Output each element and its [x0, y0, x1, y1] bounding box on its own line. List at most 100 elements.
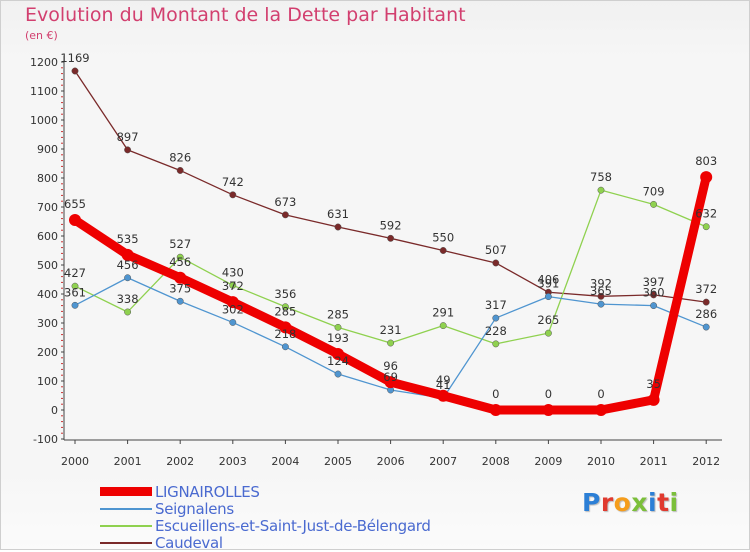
series-layer [69, 67, 713, 416]
data-point [332, 348, 344, 361]
data-point [595, 404, 607, 416]
y-minor-tick [61, 194, 63, 196]
data-label: 372 [222, 279, 244, 293]
y-tick-label: 1000 [30, 114, 58, 127]
y-minor-tick [61, 426, 63, 428]
data-point [69, 214, 81, 227]
data-label: 803 [695, 154, 717, 168]
data-point [334, 223, 342, 231]
data-label: 655 [64, 197, 86, 211]
data-label: 361 [64, 285, 86, 299]
y-tick-label: 100 [37, 375, 58, 388]
data-point [647, 393, 660, 406]
y-minor-tick [61, 229, 63, 231]
data-label: 35 [646, 377, 661, 391]
x-tick-label: 2000 [61, 455, 89, 468]
y-minor-tick [61, 281, 63, 283]
y-minor-tick [61, 415, 63, 417]
data-point [121, 248, 134, 261]
data-point [650, 302, 658, 310]
x-tick-label: 2001 [114, 455, 142, 468]
data-label: 456 [169, 255, 191, 269]
data-point [597, 300, 605, 308]
data-label: 0 [597, 387, 604, 401]
data-label: 397 [643, 275, 665, 289]
data-point [176, 167, 184, 174]
logo-letter: i [669, 488, 679, 517]
x-tick-label: 2003 [219, 455, 247, 468]
y-minor-tick [61, 334, 63, 336]
legend-label: Caudeval [155, 534, 223, 552]
data-label: 550 [432, 231, 454, 245]
data-point [650, 291, 658, 299]
y-minor-tick [61, 357, 63, 359]
data-label: 592 [380, 218, 402, 232]
legend-swatch [100, 525, 152, 527]
y-tick-label: 400 [37, 288, 58, 301]
data-point [71, 282, 79, 290]
y-minor-tick [61, 125, 63, 127]
legend-label: LIGNAIROLLES [155, 483, 260, 501]
data-label: 427 [64, 266, 86, 280]
data-label: 193 [327, 331, 349, 345]
y-minor-tick [61, 310, 63, 312]
y-tick-label: 1200 [30, 56, 58, 69]
x-tick-label: 2012 [692, 455, 720, 468]
data-label: 0 [545, 387, 552, 401]
data-point [334, 323, 342, 331]
data-label: 356 [274, 287, 296, 301]
data-label: 69 [383, 370, 398, 384]
x-tick-label: 2009 [534, 455, 562, 468]
x-tick-label: 2007 [429, 455, 457, 468]
data-label: 360 [643, 286, 665, 300]
logo-letter: x [631, 488, 648, 517]
logo-letter: r [600, 488, 614, 517]
data-point [71, 301, 79, 309]
logo-letter: P [582, 488, 601, 517]
y-minor-tick [61, 252, 63, 254]
y-tick-label: 800 [37, 172, 58, 185]
y-minor-tick [61, 183, 63, 185]
data-point [387, 234, 395, 242]
data-label: 365 [590, 284, 612, 298]
y-minor-tick [61, 339, 63, 341]
x-tick-label: 2010 [587, 455, 615, 468]
x-tick-label: 2011 [640, 455, 668, 468]
y-minor-tick [61, 421, 63, 423]
y-minor-tick [61, 374, 63, 376]
data-label: 527 [169, 237, 191, 251]
series-caudeval [71, 67, 710, 306]
y-minor-tick [61, 189, 63, 191]
x-tick-label: 2004 [271, 455, 299, 468]
data-label: 631 [327, 207, 349, 221]
series-escueillens-et-saint-just-de-belengard [71, 186, 710, 348]
data-label: 338 [117, 292, 139, 306]
data-point [597, 186, 605, 194]
y-minor-tick [61, 363, 63, 365]
data-label: 826 [169, 150, 191, 164]
y-tick-label: 300 [37, 317, 58, 330]
logo-letter: o [613, 488, 632, 517]
y-tick-label: 1100 [30, 85, 58, 98]
y-minor-tick [61, 432, 63, 434]
data-label: 507 [485, 243, 507, 257]
axes: -100010020030040050060070080090010001100… [30, 56, 722, 468]
legend-swatch [100, 487, 152, 496]
y-minor-tick [61, 67, 63, 69]
y-minor-tick [61, 84, 63, 86]
logo-letter: i [648, 488, 658, 517]
y-tick-label: 600 [37, 230, 58, 243]
legend-swatch [100, 542, 152, 544]
data-point [174, 271, 187, 284]
data-label: 96 [383, 359, 398, 373]
data-point [597, 292, 605, 300]
data-point [702, 323, 710, 331]
data-point [544, 329, 552, 337]
data-label: 673 [274, 195, 296, 209]
series-seignalens [71, 274, 710, 402]
data-point [229, 191, 237, 199]
y-tick-label: 0 [51, 404, 58, 417]
y-minor-tick [61, 218, 63, 220]
legend-label: Seignalens [155, 500, 234, 518]
y-minor-tick [61, 107, 63, 109]
